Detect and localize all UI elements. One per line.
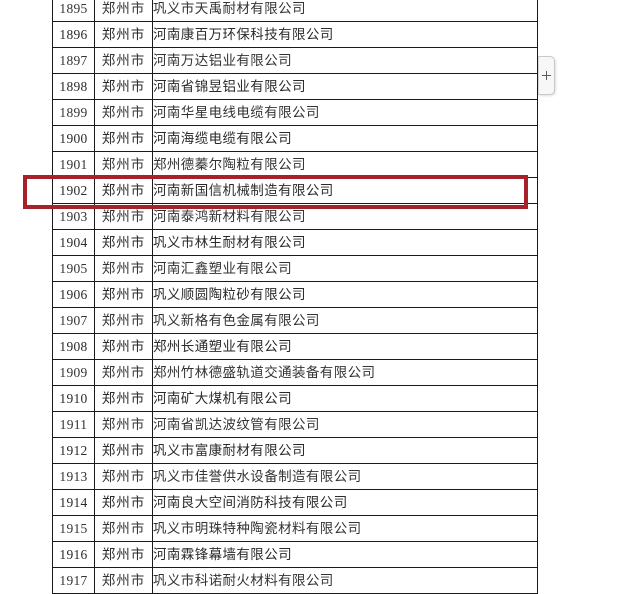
cell-index: 1904 xyxy=(52,229,95,256)
cell-company-name: 河南泰鸿新材料有限公司 xyxy=(152,203,538,230)
cell-company-name: 河南矿大煤机有限公司 xyxy=(152,385,538,412)
cell-index: 1901 xyxy=(52,151,95,178)
cell-company-name: 巩义市佳誉供水设备制造有限公司 xyxy=(152,463,538,490)
cell-city: 郑州市 xyxy=(94,515,153,542)
table-row: 1902 郑州市 河南新国信机械制造有限公司 xyxy=(52,177,538,204)
cell-company-name: 河南新国信机械制造有限公司 xyxy=(152,177,538,204)
table-row: 1908 郑州市 郑州长通塑业有限公司 xyxy=(52,333,538,360)
cell-city: 郑州市 xyxy=(94,255,153,282)
table-row: 1905 郑州市 河南汇鑫塑业有限公司 xyxy=(52,255,538,282)
cell-city: 郑州市 xyxy=(94,489,153,516)
cell-city: 郑州市 xyxy=(94,385,153,412)
cell-company-name: 河南省凯达波纹管有限公司 xyxy=(152,411,538,438)
cell-index: 1905 xyxy=(52,255,95,282)
cell-city: 郑州市 xyxy=(94,359,153,386)
cell-city: 郑州市 xyxy=(94,567,153,594)
table-body: 1895 郑州市 巩义市天禹耐材有限公司 1896 郑州市 河南康百万环保科技有限公司 18… xyxy=(52,0,538,594)
table-row: 1904 郑州市 巩义市林生耐材有限公司 xyxy=(52,229,538,256)
cell-city: 郑州市 xyxy=(94,307,153,334)
cell-index: 1902 xyxy=(52,177,95,204)
cell-company-name: 巩义市富康耐材有限公司 xyxy=(152,437,538,464)
table-row: 1896 郑州市 河南康百万环保科技有限公司 xyxy=(52,21,538,48)
cell-company-name: 河南霖锋幕墙有限公司 xyxy=(152,541,538,568)
cell-index: 1896 xyxy=(52,21,95,48)
cell-company-name: 河南华星电线电缆有限公司 xyxy=(152,99,538,126)
cell-city: 郑州市 xyxy=(94,203,153,230)
cell-city: 郑州市 xyxy=(94,333,153,360)
table-row: 1895 郑州市 巩义市天禹耐材有限公司 xyxy=(52,0,538,22)
cell-index: 1916 xyxy=(52,541,95,568)
table-row: 1914 郑州市 河南良大空间消防科技有限公司 xyxy=(52,489,538,516)
table-row: 1911 郑州市 河南省凯达波纹管有限公司 xyxy=(52,411,538,438)
cell-city: 郑州市 xyxy=(94,99,153,126)
cell-index: 1895 xyxy=(52,0,95,22)
add-tab-button[interactable] xyxy=(538,56,555,95)
cell-index: 1908 xyxy=(52,333,95,360)
cell-index: 1907 xyxy=(52,307,95,334)
cell-city: 郑州市 xyxy=(94,463,153,490)
table-row: 1907 郑州市 巩义新格有色金属有限公司 xyxy=(52,307,538,334)
cell-city: 郑州市 xyxy=(94,151,153,178)
cell-city: 郑州市 xyxy=(94,47,153,74)
table-row: 1897 郑州市 河南万达铝业有限公司 xyxy=(52,47,538,74)
cell-city: 郑州市 xyxy=(94,437,153,464)
table-row: 1917 郑州市 巩义市科诺耐火材料有限公司 xyxy=(52,567,538,594)
cell-index: 1900 xyxy=(52,125,95,152)
cell-company-name: 巩义新格有色金属有限公司 xyxy=(152,307,538,334)
table-row: 1912 郑州市 巩义市富康耐材有限公司 xyxy=(52,437,538,464)
cell-city: 郑州市 xyxy=(94,541,153,568)
cell-company-name: 巩义市明珠特种陶瓷材料有限公司 xyxy=(152,515,538,542)
cell-company-name: 巩义市林生耐材有限公司 xyxy=(152,229,538,256)
cell-company-name: 河南汇鑫塑业有限公司 xyxy=(152,255,538,282)
cell-index: 1915 xyxy=(52,515,95,542)
cell-index: 1912 xyxy=(52,437,95,464)
cell-city: 郑州市 xyxy=(94,411,153,438)
cell-index: 1913 xyxy=(52,463,95,490)
cell-city: 郑州市 xyxy=(94,229,153,256)
table-row: 1915 郑州市 巩义市明珠特种陶瓷材料有限公司 xyxy=(52,515,538,542)
table-row: 1916 郑州市 河南霖锋幕墙有限公司 xyxy=(52,541,538,568)
cell-index: 1903 xyxy=(52,203,95,230)
cell-company-name: 河南海缆电缆有限公司 xyxy=(152,125,538,152)
cell-company-name: 河南省锦昱铝业有限公司 xyxy=(152,73,538,100)
table-row: 1900 郑州市 河南海缆电缆有限公司 xyxy=(52,125,538,152)
cell-company-name: 郑州长通塑业有限公司 xyxy=(152,333,538,360)
table-row: 1901 郑州市 郑州德蓁尔陶粒有限公司 xyxy=(52,151,538,178)
cell-index: 1899 xyxy=(52,99,95,126)
cell-city: 郑州市 xyxy=(94,281,153,308)
cell-index: 1917 xyxy=(52,567,95,594)
cell-company-name: 巩义市天禹耐材有限公司 xyxy=(152,0,538,22)
cell-index: 1898 xyxy=(52,73,95,100)
cell-index: 1914 xyxy=(52,489,95,516)
cell-city: 郑州市 xyxy=(94,21,153,48)
cell-index: 1906 xyxy=(52,281,95,308)
cell-company-name: 河南万达铝业有限公司 xyxy=(152,47,538,74)
cell-company-name: 郑州竹林德盛轨道交通装备有限公司 xyxy=(152,359,538,386)
table-row: 1898 郑州市 河南省锦昱铝业有限公司 xyxy=(52,73,538,100)
company-list-table: 1895 郑州市 巩义市天禹耐材有限公司 1896 郑州市 河南康百万环保科技有限公司 18… xyxy=(52,0,538,594)
cell-company-name: 郑州德蓁尔陶粒有限公司 xyxy=(152,151,538,178)
cell-city: 郑州市 xyxy=(94,0,153,22)
cell-index: 1897 xyxy=(52,47,95,74)
scanned-document-surface: 1895 郑州市 巩义市天禹耐材有限公司 1896 郑州市 河南康百万环保科技有限公司 18… xyxy=(23,0,555,594)
cell-index: 1909 xyxy=(52,359,95,386)
cell-index: 1910 xyxy=(52,385,95,412)
cell-city: 郑州市 xyxy=(94,177,153,204)
cell-city: 郑州市 xyxy=(94,73,153,100)
cell-city: 郑州市 xyxy=(94,125,153,152)
cell-company-name: 河南良大空间消防科技有限公司 xyxy=(152,489,538,516)
plus-icon xyxy=(542,71,551,80)
cell-company-name: 巩义顺圆陶粒砂有限公司 xyxy=(152,281,538,308)
cell-index: 1911 xyxy=(52,411,95,438)
cell-company-name: 巩义市科诺耐火材料有限公司 xyxy=(152,567,538,594)
table-row: 1906 郑州市 巩义顺圆陶粒砂有限公司 xyxy=(52,281,538,308)
cell-company-name: 河南康百万环保科技有限公司 xyxy=(152,21,538,48)
table-row: 1899 郑州市 河南华星电线电缆有限公司 xyxy=(52,99,538,126)
table-row: 1913 郑州市 巩义市佳誉供水设备制造有限公司 xyxy=(52,463,538,490)
table-row: 1910 郑州市 河南矿大煤机有限公司 xyxy=(52,385,538,412)
table-row: 1909 郑州市 郑州竹林德盛轨道交通装备有限公司 xyxy=(52,359,538,386)
table-row: 1903 郑州市 河南泰鸿新材料有限公司 xyxy=(52,203,538,230)
